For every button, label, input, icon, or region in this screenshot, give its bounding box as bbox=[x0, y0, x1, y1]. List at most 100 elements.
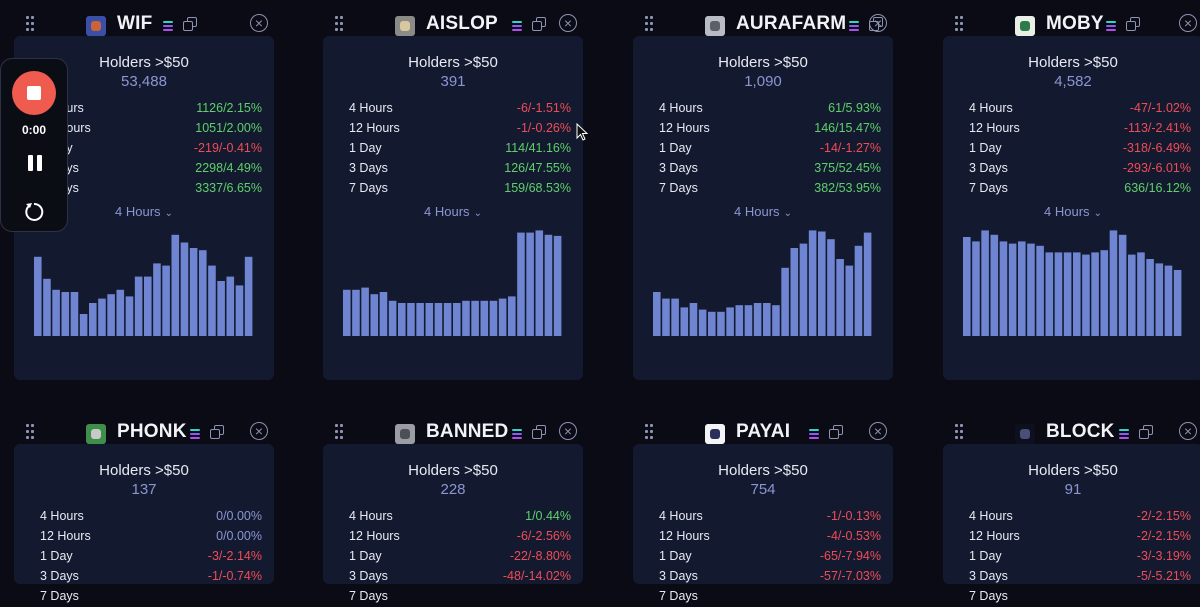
period-dropdown[interactable]: 4 Hours ⌄ bbox=[14, 204, 274, 219]
copy-address-icon[interactable] bbox=[829, 425, 843, 439]
stat-period-label: 7 Days bbox=[40, 589, 79, 603]
close-card-icon[interactable]: × bbox=[559, 14, 577, 32]
chart-bar bbox=[708, 311, 716, 336]
chart-bar bbox=[352, 289, 360, 336]
close-card-icon[interactable]: × bbox=[869, 14, 887, 32]
token-symbol[interactable]: PHONK bbox=[117, 421, 187, 442]
stat-row: 4 Hours 1/0.44% bbox=[339, 509, 571, 527]
token-symbol[interactable]: AURAFARM bbox=[736, 13, 847, 34]
token-symbol[interactable]: WIF bbox=[117, 13, 153, 34]
restart-icon bbox=[25, 202, 44, 221]
stat-period-label: 7 Days bbox=[969, 589, 1008, 603]
close-card-icon[interactable]: × bbox=[250, 422, 268, 440]
card-header: AISLOP × bbox=[323, 0, 613, 50]
stat-period-label: 12 Hours bbox=[349, 121, 400, 135]
chart-bar bbox=[1063, 252, 1072, 336]
chart-bar bbox=[827, 239, 835, 336]
chart-bar bbox=[171, 234, 180, 336]
drag-handle-icon[interactable] bbox=[335, 424, 345, 440]
period-dropdown[interactable]: 4 Hours ⌄ bbox=[633, 204, 893, 219]
drag-handle-icon[interactable] bbox=[335, 16, 345, 32]
close-card-icon[interactable]: × bbox=[869, 422, 887, 440]
chart-bar bbox=[854, 245, 863, 336]
close-card-icon[interactable]: × bbox=[1179, 14, 1197, 32]
chart-bar bbox=[199, 250, 207, 336]
stat-change-value: -57/-7.03% bbox=[819, 569, 881, 583]
chart-bar bbox=[845, 265, 854, 336]
close-card-icon[interactable]: × bbox=[1179, 422, 1197, 440]
holders-count: 391 bbox=[440, 73, 466, 90]
chart-bar bbox=[1091, 252, 1099, 336]
copy-address-icon[interactable] bbox=[1126, 17, 1140, 31]
stat-row: 4 Hours 0/0.00% bbox=[30, 509, 262, 527]
chart-bar bbox=[772, 305, 780, 336]
stat-period-label: 1 Day bbox=[969, 141, 1002, 155]
holders-count: 4,582 bbox=[1054, 73, 1092, 90]
chart-bar bbox=[144, 276, 152, 336]
copy-address-icon[interactable] bbox=[532, 425, 546, 439]
chart-bar bbox=[1045, 252, 1054, 336]
token-card: BLOCK × Holders >$50 91 4 Hours -2/-2.15% 12 H… bbox=[943, 408, 1200, 603]
token-logo bbox=[705, 16, 725, 36]
chevron-down-icon: ⌄ bbox=[1093, 208, 1102, 219]
stat-change-value: -1/-0.26% bbox=[516, 121, 571, 135]
token-symbol[interactable]: AISLOP bbox=[426, 13, 498, 34]
card-header: BLOCK × bbox=[943, 408, 1200, 458]
chart-bar bbox=[370, 294, 379, 336]
drag-handle-icon[interactable] bbox=[955, 16, 965, 32]
stat-period-label: 1 Day bbox=[349, 141, 382, 155]
token-symbol[interactable]: BLOCK bbox=[1046, 421, 1115, 442]
stat-row: 12 Hours -113/-2.41% bbox=[959, 121, 1191, 139]
stat-change-value: 1051/2.00% bbox=[195, 121, 262, 135]
token-symbol[interactable]: PAYAI bbox=[736, 421, 791, 442]
card-header: MOBY × bbox=[943, 0, 1200, 50]
stat-period-label: 1 Day bbox=[349, 549, 382, 563]
chart-bar bbox=[781, 267, 789, 336]
copy-address-icon[interactable] bbox=[183, 17, 197, 31]
holders-bar-chart bbox=[653, 220, 873, 342]
chart-bar bbox=[808, 230, 817, 336]
chart-bar bbox=[526, 232, 534, 336]
restart-recording-button[interactable] bbox=[23, 201, 45, 223]
card-header: AURAFARM × bbox=[633, 0, 923, 50]
stat-change-value: 61/5.93% bbox=[828, 101, 881, 115]
token-card: AURAFARM × Holders >$50 1,090 4 Hours 61/5.93… bbox=[633, 0, 893, 380]
stat-row: 3 Days -48/-14.02% bbox=[339, 569, 571, 587]
period-dropdown[interactable]: 4 Hours ⌄ bbox=[943, 204, 1200, 219]
chart-bar bbox=[34, 256, 42, 336]
token-card: BANNED × Holders >$50 228 4 Hours 1/0.44% 12 H… bbox=[323, 408, 583, 603]
stop-recording-button[interactable] bbox=[12, 71, 56, 115]
chart-bar bbox=[990, 234, 999, 336]
chart-bar bbox=[671, 298, 679, 336]
close-card-icon[interactable]: × bbox=[559, 422, 577, 440]
copy-address-icon[interactable] bbox=[532, 17, 546, 31]
card-panel bbox=[323, 444, 583, 584]
card-header: WIF × bbox=[14, 0, 304, 50]
stat-row: 7 Days bbox=[959, 589, 1191, 607]
pause-recording-button[interactable] bbox=[27, 155, 43, 171]
drag-handle-icon[interactable] bbox=[26, 424, 36, 440]
drag-handle-icon[interactable] bbox=[955, 424, 965, 440]
chart-bar bbox=[471, 300, 479, 336]
stat-period-label: 3 Days bbox=[969, 161, 1008, 175]
token-symbol[interactable]: BANNED bbox=[426, 421, 509, 442]
holders-count: 91 bbox=[1064, 481, 1082, 498]
stat-row: 3 Days -1/-0.74% bbox=[30, 569, 262, 587]
drag-handle-icon[interactable] bbox=[645, 16, 655, 32]
holders-label: Holders >$50 bbox=[408, 54, 498, 71]
stat-period-label: 12 Hours bbox=[659, 529, 710, 543]
stat-row: 7 Days bbox=[649, 589, 881, 607]
stat-change-value: -318/-6.49% bbox=[1122, 141, 1191, 155]
stat-change-value: 375/52.45% bbox=[814, 161, 881, 175]
copy-address-icon[interactable] bbox=[210, 425, 224, 439]
period-dropdown[interactable]: 4 Hours ⌄ bbox=[323, 204, 583, 219]
stat-row: 1 Day -318/-6.49% bbox=[959, 141, 1191, 159]
chart-bar bbox=[462, 300, 470, 336]
copy-address-icon[interactable] bbox=[1139, 425, 1153, 439]
token-symbol[interactable]: MOBY bbox=[1046, 13, 1104, 34]
chevron-down-icon: ⌄ bbox=[473, 208, 482, 219]
period-dropdown-label: 4 Hours bbox=[734, 204, 780, 219]
drag-handle-icon[interactable] bbox=[26, 16, 36, 32]
drag-handle-icon[interactable] bbox=[645, 424, 655, 440]
close-card-icon[interactable]: × bbox=[250, 14, 268, 32]
